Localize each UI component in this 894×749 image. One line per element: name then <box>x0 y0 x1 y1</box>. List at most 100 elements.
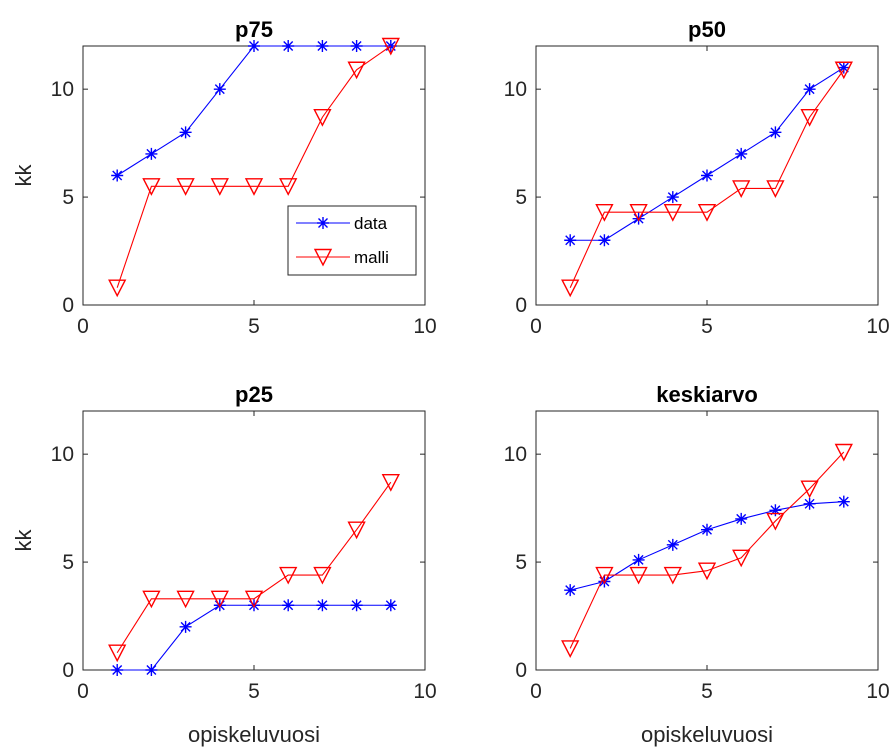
data-point <box>145 147 158 160</box>
x-tick-label: 5 <box>248 680 260 703</box>
malli-point <box>244 178 264 196</box>
series-2-point <box>629 566 648 585</box>
y-tick-label: 10 <box>504 443 527 466</box>
series-2-point <box>663 203 682 222</box>
malli-point <box>313 109 332 127</box>
series-2-point <box>381 474 400 492</box>
series-1-point <box>803 83 816 96</box>
series-1-point <box>837 495 850 508</box>
y-tick-label: 5 <box>62 551 74 574</box>
x-tick-label: 10 <box>413 315 436 338</box>
data-point <box>316 40 329 52</box>
x-tick-label: 0 <box>530 680 542 703</box>
y-tick-label: 5 <box>515 186 527 209</box>
series-1-point <box>701 169 713 182</box>
series-2-point <box>347 521 366 540</box>
data-point <box>111 169 124 182</box>
legend-marker <box>313 248 333 267</box>
series-1-point <box>769 504 782 517</box>
chart-title: keskiarvo <box>656 382 758 407</box>
series-1-point <box>145 664 158 676</box>
series-2-line <box>569 69 845 288</box>
chart-title: p75 <box>235 17 273 42</box>
series-1-point <box>282 599 295 612</box>
series-2-point <box>561 640 580 658</box>
axes-frame <box>535 45 879 306</box>
series-1-point <box>837 61 850 74</box>
x-tick-label: 10 <box>866 680 889 703</box>
data-point <box>213 83 226 96</box>
y-tick-label: 10 <box>504 78 527 101</box>
data-point <box>248 40 260 52</box>
x-tick-label: 0 <box>530 315 542 338</box>
x-tick-label: 5 <box>248 315 260 338</box>
y-axis-label: kk <box>11 164 36 187</box>
series-1-point <box>598 234 611 247</box>
series-2-line <box>116 481 392 654</box>
subplot-1: 0 5 10 0 5 10 p75 kk data malli <box>11 17 437 338</box>
chart-title: p50 <box>688 17 726 42</box>
y-tick-label: 0 <box>515 294 527 317</box>
y-tick-label: 10 <box>51 78 74 101</box>
series-1-point <box>384 599 397 612</box>
series-1-line <box>570 67 845 241</box>
series-2-point <box>697 203 717 222</box>
series-1-line <box>570 501 844 591</box>
series-1-point <box>564 584 577 597</box>
data-point <box>350 40 363 52</box>
malli-point <box>381 37 400 56</box>
series-1-point <box>632 553 645 566</box>
subplot-3: 0 5 10 0 5 10 p25 kk opiskeluvuosi <box>11 382 437 747</box>
series-2-point <box>244 590 264 609</box>
legend-marker <box>317 217 329 229</box>
series-2-point <box>800 109 819 127</box>
series-2-point <box>108 644 127 663</box>
data-point <box>282 40 295 52</box>
series-2-point <box>595 566 614 585</box>
series-2-point <box>834 61 853 80</box>
y-tick-label: 0 <box>62 659 74 682</box>
legend-box <box>287 205 417 276</box>
series-1-point <box>803 497 816 510</box>
series-1-point <box>564 234 577 247</box>
y-axis-label: kk <box>11 529 36 552</box>
series-2-point <box>210 590 229 609</box>
series-1-point <box>316 599 329 612</box>
chart-title: p25 <box>235 382 273 407</box>
malli-point <box>176 178 195 196</box>
series-2-point <box>176 590 195 609</box>
series-2-point <box>697 562 717 581</box>
y-tick-label: 0 <box>62 294 74 317</box>
subplot-2: 0 5 10 0 5 10 p50 <box>504 17 890 338</box>
malli-point <box>279 178 298 196</box>
series-2-point <box>279 566 298 585</box>
x-tick-label: 0 <box>77 680 89 703</box>
y-tick-label: 5 <box>62 186 74 209</box>
malli-point <box>210 178 229 196</box>
series-2-point <box>663 566 682 585</box>
x-tick-label: 10 <box>413 680 436 703</box>
series-1-point <box>769 126 782 139</box>
series-2-point <box>732 549 751 568</box>
x-tick-label: 10 <box>866 315 889 338</box>
malli-point <box>108 279 127 298</box>
y-tick-label: 10 <box>51 443 74 466</box>
series-1-point <box>735 512 748 525</box>
axes-frame <box>535 410 879 671</box>
axes-frame <box>82 410 426 671</box>
series-1-point <box>179 620 192 633</box>
series-1-line <box>117 604 391 671</box>
series-1-point <box>350 599 363 612</box>
x-axis-label: opiskeluvuosi <box>641 722 773 747</box>
series-1-point <box>701 523 713 536</box>
legend-label: malli <box>354 248 389 267</box>
subplot-4: 0 5 10 0 5 10 keskiarvo opiskeluvuosi <box>504 382 890 747</box>
legend-label: data <box>354 214 388 233</box>
series-2-point <box>766 180 785 198</box>
series-1-point <box>735 147 748 160</box>
series-2-point <box>142 590 161 609</box>
malli-line <box>116 45 392 288</box>
series-1-point <box>111 664 124 676</box>
y-tick-label: 0 <box>515 659 527 682</box>
